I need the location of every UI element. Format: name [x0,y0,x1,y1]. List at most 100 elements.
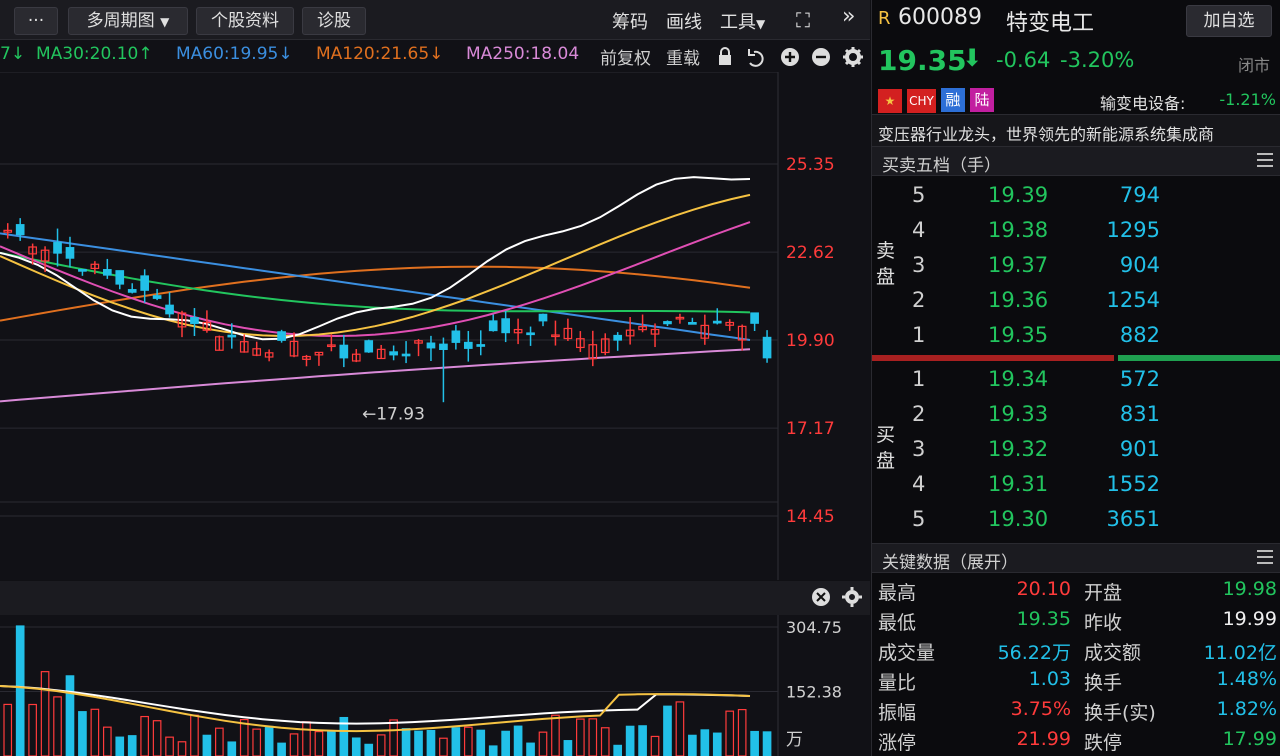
ask-price: 19.39 [988,183,1049,207]
keydata-value: 1.82% [1216,698,1277,720]
keydata-value: 11.02亿 [1203,642,1277,664]
draw-line-button[interactable]: 画线 [666,12,702,33]
ask-volume: 1254 [1106,288,1160,312]
undo-icon[interactable] [748,49,764,67]
candle-body [501,318,510,334]
quote-panel: R 600089 特变电工 加自选 19.35 ⬇ -0.64 -3.20% 闭… [871,0,1280,756]
period-label: 多周期图 [86,11,155,31]
candle-body [40,249,50,262]
zoom-in-icon[interactable] [781,48,799,66]
zoom-out-icon[interactable] [812,48,830,66]
candlestick-chart[interactable]: 25.35 22.62 19.90 17.17 14.45 ←17.93 [0,71,870,580]
ask-row[interactable]: 3 19.37 904 [912,253,1272,288]
volume-bar [202,734,212,756]
r-badge: R [878,8,891,29]
tag-margin[interactable]: 融 [940,88,965,112]
volume-bar [15,625,25,756]
add-watchlist-button[interactable]: 加自选 [1186,5,1272,37]
settings-gear-icon[interactable] [843,47,863,67]
menu-icon[interactable] [1257,153,1273,167]
candle-body [613,334,623,341]
candle-body [177,312,187,328]
stock-tags: ★ CHY 融 陆 [878,88,995,113]
lock-icon[interactable] [719,47,731,65]
bid-row[interactable]: 4 19.31 1552 [912,472,1272,507]
volume-bar [663,705,672,756]
ask-level: 4 [912,218,926,242]
collapse-icon[interactable]: » [842,4,856,29]
volume-bar [576,718,585,756]
bid-volume: 1552 [1106,472,1160,496]
candle-body [737,325,747,341]
volume-bar [40,671,50,756]
bid-level: 4 [912,472,926,496]
keydata-value: 1.48% [1216,668,1277,690]
volume-bar [102,726,112,756]
keydata-label: 开盘 [1084,582,1123,604]
volume-bar [277,742,286,756]
chevron-down-icon: ▼ [756,17,766,31]
candle-body [663,321,672,325]
ma250-label: MA250:18.04 [466,44,580,64]
stock-info-button[interactable]: 个股资料 [196,7,294,35]
ma30-label: MA30:20.10↑ [36,44,153,64]
volume-bar [700,729,710,756]
ma30-line [0,251,751,314]
more-button[interactable]: ··· [14,7,58,35]
ask-row[interactable]: 4 19.38 1295 [912,218,1272,253]
candle-body [239,341,249,353]
bid-price: 19.33 [988,402,1049,426]
candle-body [264,352,274,358]
diagnose-button[interactable]: 诊股 [302,7,366,35]
candle-body [463,341,473,349]
stock-description: 变压器行业龙头，世界领先的新能源系统集成商 [872,114,1280,146]
candle-body [90,263,100,270]
y-tick-label: 25.35 [786,155,835,175]
candle-body [526,332,535,336]
fullscreen-icon[interactable]: ⛶ [796,8,810,32]
tools-dropdown[interactable]: 工具▼ [720,8,765,34]
volume-bar [215,727,224,756]
volume-chart[interactable]: 304.75 152.38 万 [0,581,870,756]
candle-body [314,351,324,356]
y-tick-label: 14.45 [786,507,835,527]
ask-row[interactable]: 1 19.35 882 [912,323,1272,358]
candle-body [563,327,573,340]
candle-body [588,344,598,360]
bid-row[interactable]: 5 19.30 3651 [912,507,1272,542]
tag-connect[interactable]: 陆 [970,88,995,112]
volume-bar [439,737,448,756]
volume-bar [712,732,722,756]
volume-ma10-line [0,685,751,733]
y-tick-label: 22.62 [786,243,835,263]
close-icon[interactable] [812,588,830,606]
volume-bar [364,743,374,756]
sector-label[interactable]: 输变电设备: [1100,94,1186,113]
keydata-header[interactable]: 关键数据（展开） [872,543,1280,573]
adjust-button[interactable]: 前复权 [600,49,651,69]
ask-volume: 904 [1119,253,1160,277]
bid-level: 5 [912,507,926,531]
overlay-button[interactable]: 重载 [666,49,700,69]
ask-row[interactable]: 5 19.39 794 [912,183,1272,218]
candle-body [638,325,647,331]
volume-settings-icon[interactable] [842,587,862,607]
volume-bar [600,727,610,756]
keydata-row: 振幅 3.75% 换手(实) 1.82% [872,698,1280,728]
period-dropdown[interactable]: 多周期图 ▼ [68,7,188,35]
volume-bar [501,730,510,756]
bid-row[interactable]: 3 19.32 901 [912,437,1272,472]
spread-bar [872,355,1280,361]
tag-chy[interactable]: CHY [907,89,936,113]
keydata-value: 19.99 [1222,608,1277,630]
ask-row[interactable]: 2 19.36 1254 [912,288,1272,323]
bid-row[interactable]: 2 19.33 831 [912,402,1272,437]
ma120-line [0,265,751,322]
menu-icon[interactable] [1257,550,1273,564]
bid-row[interactable]: 1 19.34 572 [912,367,1272,402]
stock-code: 600089 [898,5,982,30]
candle-body [488,320,498,332]
candle-body [762,336,772,359]
chips-button[interactable]: 筹码 [612,12,648,33]
candle-body [725,321,735,326]
